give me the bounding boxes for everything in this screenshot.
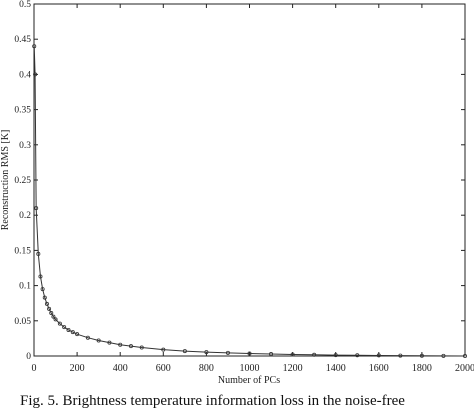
y-tick-label: 0.2 bbox=[19, 211, 31, 221]
series-line bbox=[34, 46, 465, 356]
y-axis-ticks: 0 0.05 0.1 0.15 0.2 0.25 0.3 0.35 0.4 0.45 0.5 bbox=[14, 0, 465, 362]
y-tick-label: 0.1 bbox=[19, 282, 31, 292]
x-axis-label: Number of PCs bbox=[218, 375, 280, 386]
y-tick-label: 0.3 bbox=[19, 141, 31, 151]
x-tick-label: 1800 bbox=[412, 363, 432, 374]
y-tick-label: 0.4 bbox=[19, 70, 31, 80]
series-points bbox=[33, 45, 467, 358]
x-tick-label: 1400 bbox=[326, 363, 346, 374]
y-tick-label: 0.35 bbox=[14, 106, 31, 116]
y-tick-label: 0.5 bbox=[19, 0, 31, 10]
x-tick-label: 1600 bbox=[369, 363, 389, 374]
x-tick-label: 0 bbox=[32, 363, 37, 374]
x-tick-label: 600 bbox=[156, 363, 171, 374]
y-tick-label: 0.45 bbox=[14, 35, 31, 45]
x-axis-ticks: 0 200 400 600 800 1000 1200 1400 1600 1800 2000 bbox=[32, 4, 474, 374]
x-tick-label: 2000 bbox=[455, 363, 474, 374]
x-tick-label: 200 bbox=[70, 363, 85, 374]
plot-frame bbox=[34, 4, 465, 356]
y-tick-label: 0.25 bbox=[14, 176, 31, 186]
figure-caption: Fig. 5. Brightness temperature informati… bbox=[20, 393, 470, 410]
y-tick-label: 0.15 bbox=[14, 246, 31, 256]
x-tick-label: 1000 bbox=[240, 363, 260, 374]
x-tick-label: 1200 bbox=[283, 363, 303, 374]
y-axis-label: Reconstruction RMS [K] bbox=[0, 130, 11, 231]
y-tick-label: 0.05 bbox=[14, 317, 31, 327]
x-tick-label: 400 bbox=[113, 363, 128, 374]
y-tick-label: 0 bbox=[26, 352, 31, 362]
x-tick-label: 800 bbox=[199, 363, 214, 374]
